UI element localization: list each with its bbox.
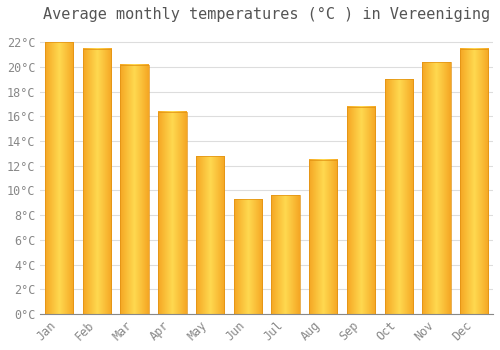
Bar	[45, 42, 74, 314]
Bar	[158, 112, 186, 314]
Bar	[272, 195, 299, 314]
Bar	[83, 49, 111, 314]
Title: Average monthly temperatures (°C ) in Vereeniging: Average monthly temperatures (°C ) in Ve…	[43, 7, 490, 22]
Bar	[120, 65, 149, 314]
Bar	[309, 160, 338, 314]
Bar	[460, 49, 488, 314]
Bar	[196, 156, 224, 314]
Bar	[234, 199, 262, 314]
Bar	[422, 62, 450, 314]
Bar	[347, 107, 375, 314]
Bar	[384, 79, 413, 314]
